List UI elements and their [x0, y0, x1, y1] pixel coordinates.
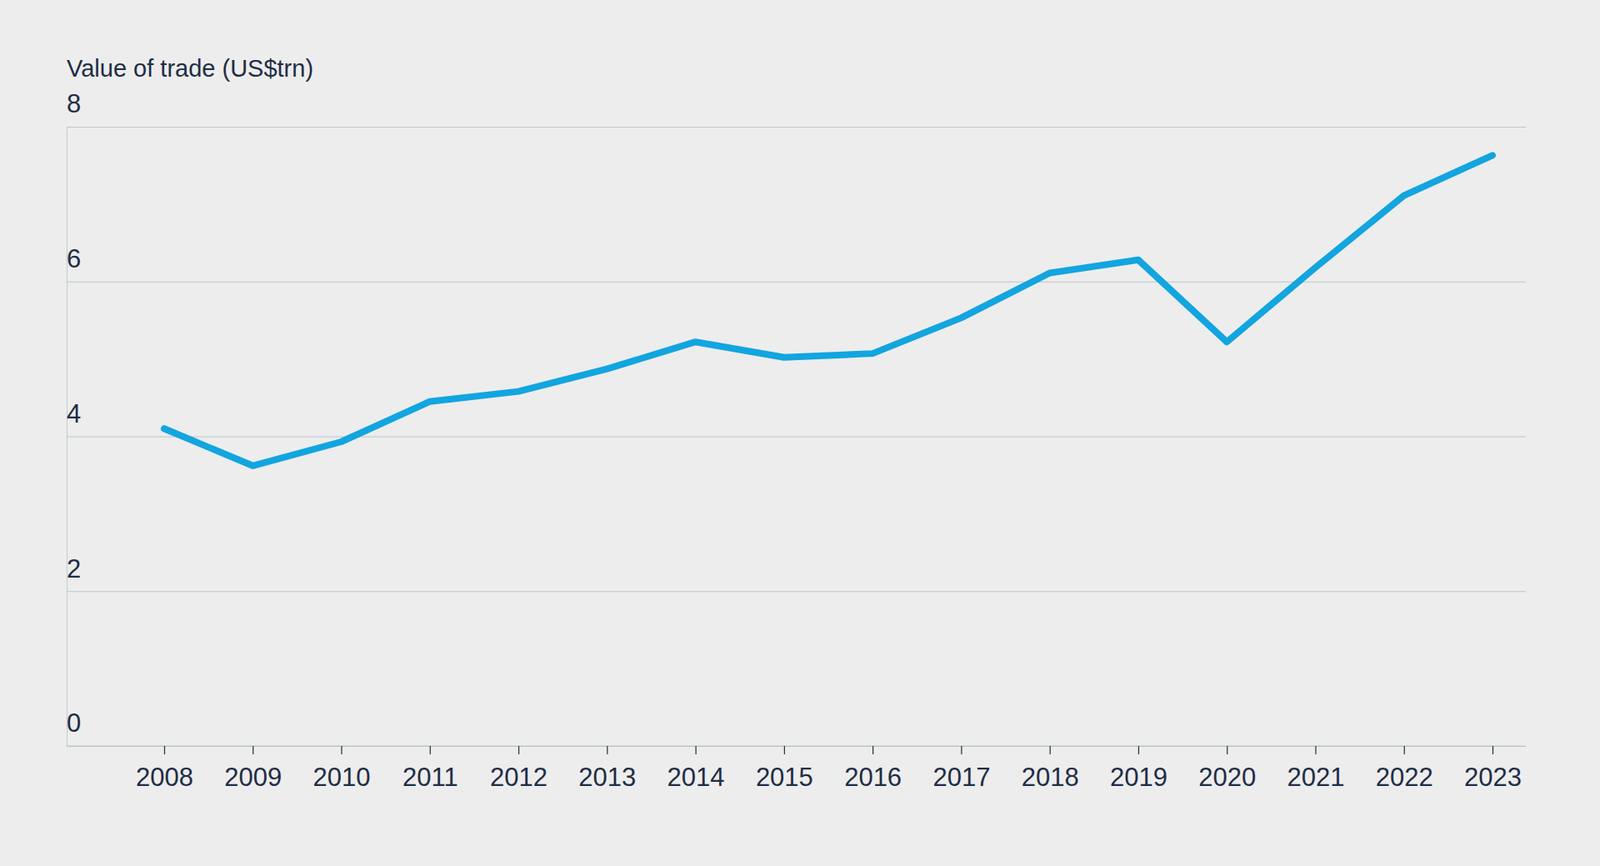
x-tick: 2023	[1464, 745, 1522, 792]
y-axis: 0 2 4 6 8	[66, 89, 1526, 746]
y-tick: 2	[66, 554, 1526, 592]
y-tick-label: 0	[66, 708, 81, 738]
x-tick-mark	[340, 745, 342, 755]
y-tick: 8	[66, 89, 1526, 127]
x-tick: 2020	[1198, 745, 1256, 792]
y-axis-line	[67, 127, 1527, 747]
x-tick-label: 2012	[490, 762, 548, 792]
x-tick-label: 2017	[932, 762, 990, 792]
x-tick-label: 2014	[667, 762, 725, 792]
x-tick-label: 2016	[844, 762, 902, 792]
x-tick-mark	[1404, 745, 1405, 755]
x-tick-mark	[518, 745, 520, 755]
grid-line	[66, 281, 1526, 283]
x-tick: 2019	[1110, 745, 1168, 792]
baseline	[66, 745, 1526, 747]
plot-area	[164, 155, 1493, 465]
x-tick: 2022	[1375, 745, 1434, 792]
y-tick-label: 6	[66, 244, 81, 274]
x-tick-label: 2019	[1110, 762, 1168, 792]
x-tick-mark	[252, 745, 254, 755]
x-tick: 2008	[135, 745, 194, 792]
x-tick-mark	[1226, 745, 1228, 755]
x-tick: 2016	[844, 745, 902, 792]
x-tick-mark	[960, 745, 962, 755]
x-tick-mark	[606, 745, 608, 755]
x-tick-label: 2022	[1375, 762, 1434, 792]
x-axis-line	[165, 745, 1494, 747]
x-tick-mark	[1315, 745, 1316, 755]
x-tick-label: 2013	[578, 762, 636, 792]
background	[0, 0, 1600, 866]
x-tick: 2010	[313, 745, 371, 792]
x-tick: 2013	[578, 745, 636, 792]
x-tick-label: 2015	[755, 762, 814, 792]
chart: 0 2 4 6 8 2008 2009 2010 2011 2012 2013 2014 2015 201…	[0, 0, 1600, 866]
x-tick-label: 2020	[1198, 762, 1256, 792]
x-tick: 2017	[932, 745, 990, 792]
x-tick-mark	[1492, 745, 1494, 755]
y-tick-label: 2	[66, 554, 81, 584]
x-tick-mark	[695, 745, 696, 755]
y-tick: 4	[66, 399, 1526, 437]
x-tick: 2018	[1021, 745, 1080, 792]
x-tick-label: 2021	[1286, 762, 1345, 792]
x-tick-label: 2008	[135, 762, 194, 792]
x-tick-label: 2010	[313, 762, 371, 792]
grid-line	[66, 436, 1526, 438]
grid-line	[66, 745, 1526, 747]
x-tick: 2014	[667, 745, 725, 792]
x-tick-mark	[1050, 745, 1051, 755]
y-axis-title: Value of trade (US$trn)	[66, 55, 314, 82]
x-tick-mark	[784, 745, 785, 755]
x-tick: 2009	[224, 745, 282, 792]
y-tick: 0	[66, 708, 1526, 746]
series-line	[164, 155, 1493, 465]
x-tick: 2011	[402, 745, 459, 792]
x-tick-label: 2009	[224, 762, 282, 792]
x-tick-label: 2018	[1021, 762, 1080, 792]
x-tick-mark	[872, 745, 874, 755]
x-tick-mark	[164, 745, 165, 755]
grid-line	[66, 126, 1526, 128]
x-tick: 2015	[755, 745, 814, 792]
x-axis: 2008 2009 2010 2011 2012 2013 2014 2015 2016 2017…	[135, 745, 1522, 792]
x-tick-mark	[1138, 745, 1140, 755]
x-tick-label: 2023	[1464, 762, 1522, 792]
x-tick: 2021	[1286, 745, 1345, 792]
grid-line	[66, 590, 1526, 592]
y-tick-label: 4	[66, 399, 81, 429]
x-tick: 2012	[490, 745, 548, 792]
x-tick-label: 2011	[402, 762, 459, 792]
y-tick-label: 8	[66, 89, 81, 119]
x-tick-mark	[430, 745, 431, 755]
